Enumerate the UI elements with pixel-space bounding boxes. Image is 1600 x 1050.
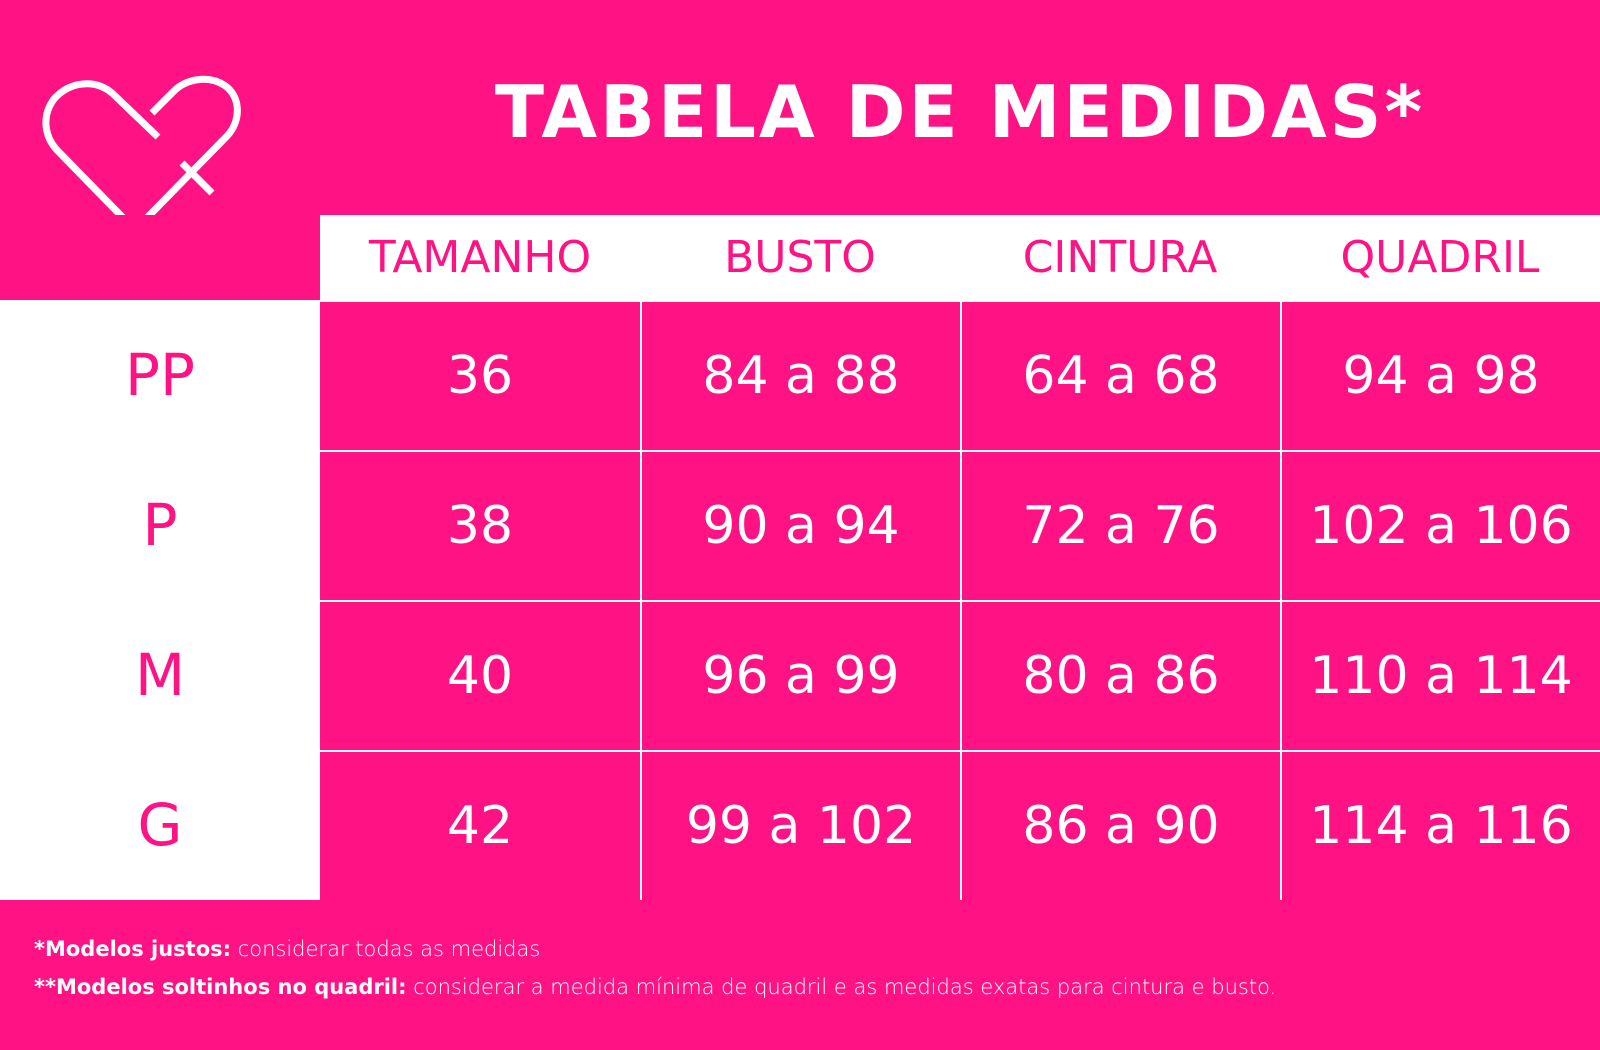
table-cell: 38 xyxy=(320,450,640,600)
table-cell: 90 a 94 xyxy=(640,450,960,600)
page-title: TABELA DE MEDIDAS* xyxy=(494,70,1426,154)
table-corner xyxy=(0,215,320,300)
table-cell: 80 a 86 xyxy=(960,600,1280,750)
header-tamanho: TAMANHO xyxy=(320,215,640,300)
row-size-label: M xyxy=(0,600,320,750)
table-cell: 84 a 88 xyxy=(640,300,960,450)
table-cell: 42 xyxy=(320,750,640,900)
header-busto: BUSTO xyxy=(640,215,960,300)
table-cell: 64 a 68 xyxy=(960,300,1280,450)
table-cell: 36 xyxy=(320,300,640,450)
table-cell: 40 xyxy=(320,600,640,750)
table-cell: 94 a 98 xyxy=(1280,300,1600,450)
table-cell: 96 a 99 xyxy=(640,600,960,750)
row-size-label: G xyxy=(0,750,320,900)
row-size-label: PP xyxy=(0,300,320,450)
header-quadril: QUADRIL xyxy=(1280,215,1600,300)
row-size-label: P xyxy=(0,450,320,600)
table-cell: 110 a 114 xyxy=(1280,600,1600,750)
size-table: TAMANHO BUSTO CINTURA QUADRIL PP 36 84 a… xyxy=(0,215,1600,900)
footer-notes: *Modelos justos: considerar todas as med… xyxy=(34,930,1276,1006)
table-cell: 99 a 102 xyxy=(640,750,960,900)
table-cell: 102 a 106 xyxy=(1280,450,1600,600)
note-fitted-models: *Modelos justos: considerar todas as med… xyxy=(34,937,541,961)
table-cell: 114 a 116 xyxy=(1280,750,1600,900)
table-cell: 86 a 90 xyxy=(960,750,1280,900)
header-cintura: CINTURA xyxy=(960,215,1280,300)
note-loose-models: **Modelos soltinhos no quadril: consider… xyxy=(34,975,1277,999)
table-cell: 72 a 76 xyxy=(960,450,1280,600)
